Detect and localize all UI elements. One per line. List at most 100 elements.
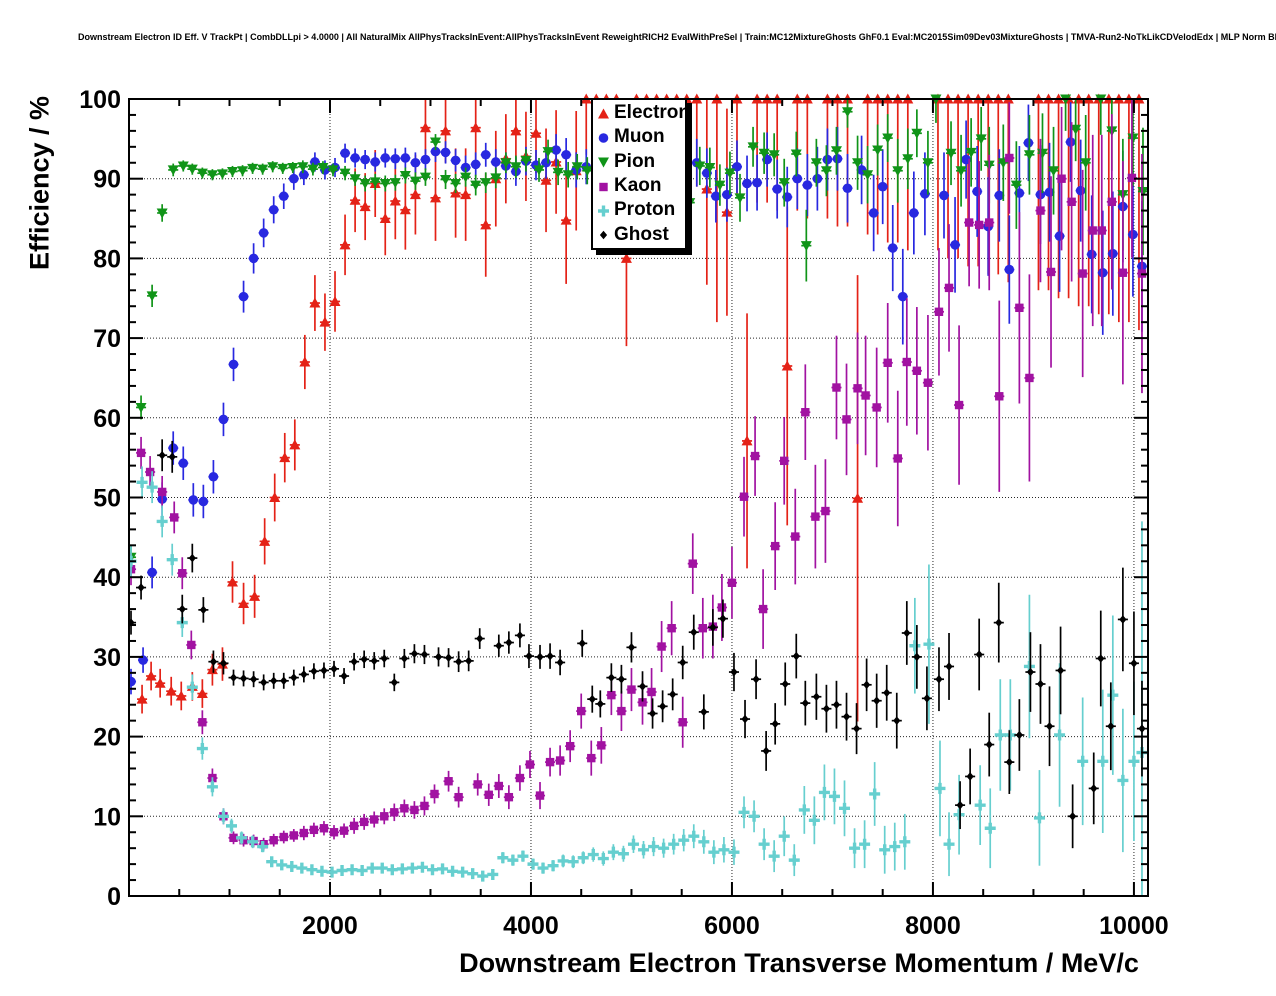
data-point-marker: [504, 792, 514, 802]
data-point-marker: [154, 677, 166, 688]
data-point-marker: [943, 838, 955, 850]
data-point-marker: [781, 360, 793, 371]
data-point-marker: [694, 161, 706, 172]
legend-label: Muon: [614, 126, 665, 148]
data-point-marker: [547, 860, 559, 872]
data-point-marker: [863, 680, 871, 690]
data-point-marker: [718, 844, 730, 856]
data-point-marker: [416, 861, 428, 873]
data-point-marker: [808, 814, 820, 826]
data-point-marker: [309, 297, 321, 308]
data-point-marker: [546, 651, 554, 661]
data-point-marker: [270, 676, 278, 686]
data-point-marker: [1005, 153, 1014, 163]
data-point-marker: [307, 164, 319, 175]
data-point-marker: [447, 865, 459, 877]
data-point-marker: [1119, 615, 1127, 624]
data-point-marker: [966, 772, 974, 781]
data-point-marker: [330, 664, 338, 674]
data-point-marker: [410, 157, 421, 168]
data-point-marker: [741, 435, 753, 446]
data-point-marker: [669, 690, 677, 699]
data-point-marker: [587, 753, 596, 763]
data-point-marker: [269, 492, 281, 502]
data-point-marker: [1097, 226, 1106, 235]
data-point-marker: [750, 451, 760, 461]
data-point-marker: [934, 782, 946, 794]
data-point-marker: [909, 640, 921, 652]
data-point-marker: [638, 844, 650, 856]
data-point-marker: [1127, 133, 1139, 144]
data-point-marker: [830, 146, 842, 157]
data-point-marker: [975, 134, 987, 145]
data-point-marker: [667, 624, 676, 633]
data-point-marker: [279, 832, 288, 842]
data-point-marker: [627, 685, 636, 694]
data-point-marker: [719, 614, 727, 623]
data-point-marker: [208, 471, 219, 482]
pion-marker-icon: [598, 157, 609, 168]
data-point-marker: [147, 567, 157, 578]
data-point-marker: [359, 201, 371, 212]
data-point-marker: [1118, 268, 1128, 277]
y-tick-label: 20: [93, 724, 121, 752]
proton-marker-icon: [598, 205, 609, 217]
legend-entry-kaon: Kaon: [593, 174, 685, 198]
data-point-marker: [480, 149, 491, 160]
data-point-marker: [237, 166, 249, 177]
data-point-marker: [326, 866, 338, 878]
data-point-marker: [268, 204, 279, 215]
data-point-marker: [1127, 173, 1137, 183]
data-point-marker: [638, 698, 647, 707]
electron-marker-icon: [598, 108, 609, 119]
data-point-marker: [728, 846, 740, 858]
data-point-marker: [465, 656, 473, 666]
data-point-marker: [822, 154, 833, 165]
legend-label: Proton: [614, 199, 676, 221]
data-point-marker: [700, 707, 708, 717]
y-tick-label: 80: [93, 245, 121, 273]
data-point-marker: [340, 671, 348, 681]
data-point-marker: [1023, 660, 1035, 672]
data-point-marker: [380, 812, 389, 821]
data-point-marker: [1015, 730, 1023, 740]
data-point-marker: [950, 240, 960, 250]
y-axis-label: Efficiency / %: [24, 95, 55, 271]
data-point-marker: [617, 706, 626, 716]
data-point-marker: [309, 825, 319, 835]
data-point-marker: [316, 865, 328, 877]
data-point-marker: [297, 162, 309, 173]
data-point-marker: [934, 307, 944, 316]
data-point-marker: [430, 137, 442, 148]
data-point-marker: [1117, 774, 1129, 786]
data-point-marker: [556, 658, 564, 667]
data-point-marker: [137, 583, 145, 592]
data-point-marker: [1108, 248, 1118, 259]
data-point-marker: [450, 178, 462, 189]
kaon-marker-icon: [599, 182, 608, 191]
data-point-marker: [336, 864, 348, 876]
data-point-marker: [1080, 158, 1092, 169]
data-point-marker: [178, 569, 187, 578]
data-point-marker: [985, 740, 993, 749]
data-point-marker: [209, 657, 218, 666]
data-point-marker: [349, 821, 359, 831]
data-point-marker: [734, 193, 746, 204]
data-point-marker: [480, 219, 492, 230]
data-point-marker: [484, 790, 493, 799]
data-point-marker: [434, 652, 443, 662]
data-point-marker: [832, 383, 841, 392]
y-tick-label: 90: [93, 166, 121, 194]
data-point-marker: [238, 291, 249, 302]
data-point-marker: [380, 153, 391, 163]
data-point-marker: [406, 862, 418, 874]
data-point-marker: [974, 220, 984, 230]
x-tick-label: 6000: [704, 912, 760, 940]
data-point-marker: [396, 863, 408, 875]
data-point-marker: [520, 155, 532, 166]
data-point-marker: [994, 729, 1006, 741]
legend: Electron Muon Pion Kaon Proton Ghost: [591, 98, 690, 250]
data-point-marker: [145, 467, 155, 477]
data-point-marker: [310, 666, 318, 676]
data-point-marker: [533, 165, 545, 176]
